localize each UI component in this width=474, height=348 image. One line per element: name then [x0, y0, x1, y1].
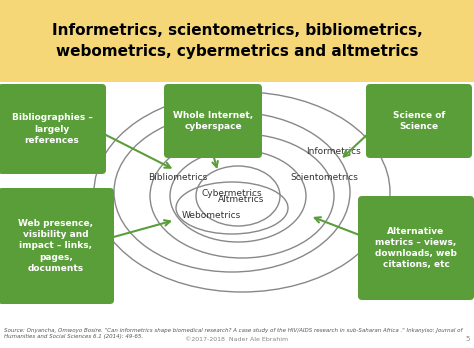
Text: Scientometrics: Scientometrics — [290, 174, 358, 182]
Text: Alternative
metrics – views,
downloads, web
citations, etc: Alternative metrics – views, downloads, … — [375, 227, 457, 269]
Text: ©2017-2018  Nader Ale Ebrahim: ©2017-2018 Nader Ale Ebrahim — [185, 337, 289, 342]
Text: Informetrics: Informetrics — [306, 148, 361, 157]
Text: Webometrics: Webometrics — [182, 212, 241, 221]
FancyBboxPatch shape — [358, 196, 474, 300]
FancyBboxPatch shape — [0, 0, 474, 82]
FancyBboxPatch shape — [0, 188, 114, 304]
Text: Cybermetrics: Cybermetrics — [202, 189, 263, 198]
Text: Science of
Science: Science of Science — [393, 111, 445, 131]
Text: Web presence,
visibility and
impact – links,
pages,
documents: Web presence, visibility and impact – li… — [18, 219, 93, 273]
Text: Altmetrics: Altmetrics — [218, 196, 264, 205]
Text: Bibliometrics: Bibliometrics — [148, 174, 207, 182]
FancyBboxPatch shape — [164, 84, 262, 158]
Text: Whole Internet,
cyberspace: Whole Internet, cyberspace — [173, 111, 253, 131]
Text: Source: Onyancha, Omwoyo Bosire. "Can informetrics shape biomedical research? A : Source: Onyancha, Omwoyo Bosire. "Can in… — [4, 328, 462, 339]
Text: Bibliographies –
largely
references: Bibliographies – largely references — [11, 113, 92, 145]
FancyBboxPatch shape — [366, 84, 472, 158]
FancyBboxPatch shape — [0, 84, 106, 174]
Text: Informetrics, scientometrics, bibliometrics,
webometrics, cybermetrics and altme: Informetrics, scientometrics, bibliometr… — [52, 23, 422, 59]
Text: 5: 5 — [465, 336, 470, 342]
